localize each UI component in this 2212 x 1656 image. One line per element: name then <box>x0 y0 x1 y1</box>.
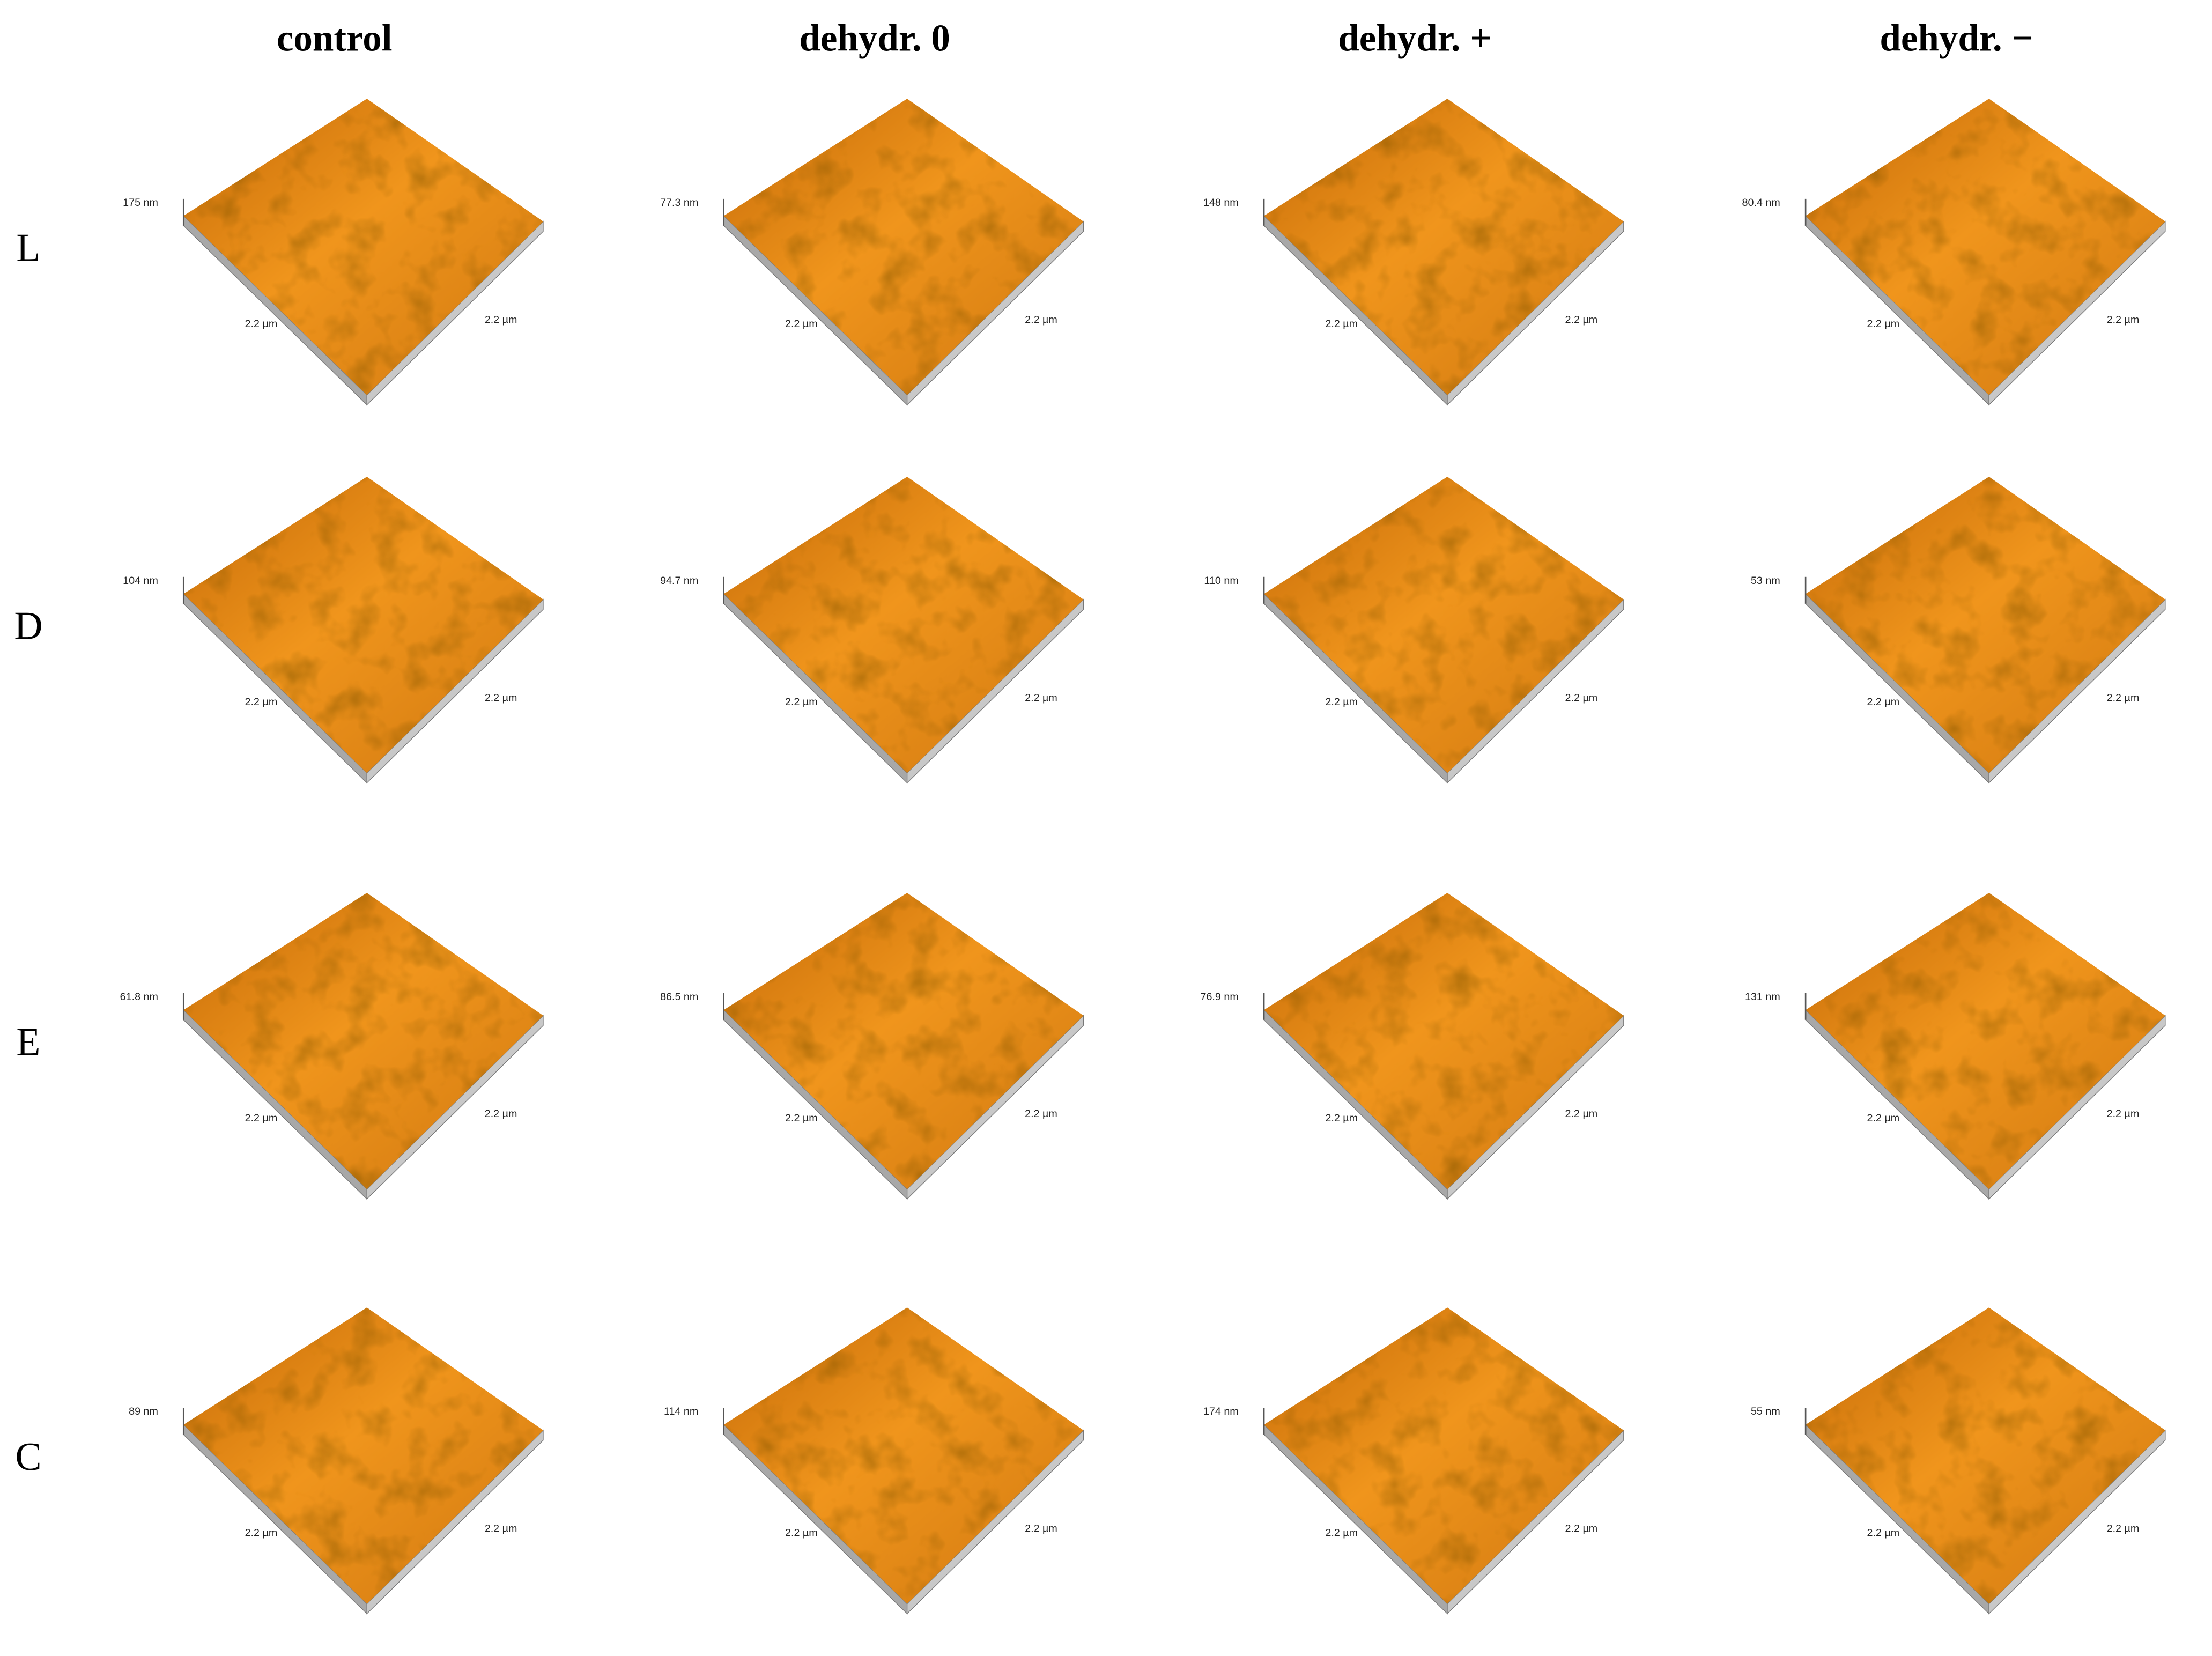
base-right <box>1988 220 2166 406</box>
x-axis-label: 2.2 µm <box>1325 1112 1358 1124</box>
row-label: D <box>14 604 42 648</box>
base-right <box>1447 1015 1624 1200</box>
height-label: 89 nm <box>129 1406 158 1417</box>
height-label: 53 nm <box>1751 575 1780 587</box>
height-label: 174 nm <box>1203 1406 1239 1417</box>
base-right <box>366 1015 544 1200</box>
x-axis-label: 2.2 µm <box>785 318 818 330</box>
y-axis-label: 2.2 µm <box>485 1108 517 1120</box>
y-axis-label: 2.2 µm <box>2107 1523 2140 1535</box>
afm-texture <box>723 477 1084 773</box>
x-axis-label: 2.2 µm <box>1867 1112 1899 1124</box>
afm-texture <box>723 99 1084 395</box>
row-label: L <box>16 226 40 270</box>
column-header: dehydr. 0 <box>799 18 950 60</box>
base-right <box>1988 1015 2166 1200</box>
x-axis-label: 2.2 µm <box>1325 318 1358 330</box>
x-axis-label: 2.2 µm <box>1867 1527 1899 1539</box>
y-axis-label: 2.2 µm <box>485 1523 517 1535</box>
y-axis-label: 2.2 µm <box>485 692 517 704</box>
base-right <box>1988 1429 2166 1615</box>
x-axis-label: 2.2 µm <box>785 1527 818 1539</box>
column-header: dehydr. + <box>1338 18 1491 60</box>
x-axis-label: 2.2 µm <box>245 1112 278 1124</box>
height-label: 175 nm <box>123 197 158 209</box>
column-header: dehydr. − <box>1880 18 2033 60</box>
base-right <box>1447 220 1624 406</box>
y-axis-label: 2.2 µm <box>485 314 517 326</box>
height-label: 61.8 nm <box>120 991 158 1003</box>
row-label: E <box>16 1019 40 1063</box>
x-axis-label: 2.2 µm <box>245 318 278 330</box>
height-label: 55 nm <box>1751 1406 1780 1417</box>
height-label: 104 nm <box>123 575 158 587</box>
x-axis-label: 2.2 µm <box>1325 696 1358 708</box>
y-axis-label: 2.2 µm <box>1025 314 1057 326</box>
x-axis-label: 2.2 µm <box>1867 318 1899 330</box>
height-label: 80.4 nm <box>1742 197 1780 209</box>
base-right <box>1988 598 2166 784</box>
afm-texture <box>1264 99 1624 395</box>
y-axis-label: 2.2 µm <box>2107 314 2140 326</box>
y-axis-label: 2.2 µm <box>1565 1523 1598 1535</box>
base-right <box>1447 598 1624 784</box>
afm-texture <box>183 892 544 1189</box>
afm-texture <box>1264 892 1624 1189</box>
height-label: 94.7 nm <box>660 575 698 587</box>
afm-texture <box>1806 1307 2165 1604</box>
x-axis-label: 2.2 µm <box>245 1527 278 1539</box>
afm-texture <box>1264 1307 1624 1604</box>
base-right <box>1447 1429 1624 1615</box>
height-label: 77.3 nm <box>660 197 698 209</box>
y-axis-label: 2.2 µm <box>2107 1108 2140 1120</box>
base-right <box>366 220 544 406</box>
afm-texture <box>723 892 1084 1189</box>
height-label: 114 nm <box>664 1406 698 1417</box>
x-axis-label: 2.2 µm <box>1325 1527 1358 1539</box>
afm-texture <box>1806 892 2165 1189</box>
afm-texture <box>1806 99 2165 395</box>
y-axis-label: 2.2 µm <box>1025 692 1057 704</box>
row-label: C <box>15 1435 41 1478</box>
afm-texture <box>183 477 544 773</box>
y-axis-label: 2.2 µm <box>1025 1108 1057 1120</box>
afm-texture <box>723 1307 1084 1604</box>
x-axis-label: 2.2 µm <box>1867 696 1899 708</box>
afm-texture <box>183 1307 544 1604</box>
height-label: 76.9 nm <box>1201 991 1239 1003</box>
y-axis-label: 2.2 µm <box>1025 1523 1057 1535</box>
height-label: 131 nm <box>1745 991 1780 1003</box>
base-right <box>366 1429 544 1615</box>
afm-texture <box>1806 477 2165 773</box>
height-label: 110 nm <box>1204 575 1238 587</box>
x-axis-label: 2.2 µm <box>785 696 818 708</box>
y-axis-label: 2.2 µm <box>2107 692 2140 704</box>
height-label: 148 nm <box>1203 197 1239 209</box>
y-axis-label: 2.2 µm <box>1565 692 1598 704</box>
x-axis-label: 2.2 µm <box>245 696 278 708</box>
y-axis-label: 2.2 µm <box>1565 1108 1598 1120</box>
height-label: 86.5 nm <box>660 991 698 1003</box>
afm-texture <box>1264 477 1624 773</box>
column-header: control <box>277 18 393 60</box>
x-axis-label: 2.2 µm <box>785 1112 818 1124</box>
afm-texture <box>183 99 544 395</box>
base-right <box>366 598 544 784</box>
y-axis-label: 2.2 µm <box>1565 314 1598 326</box>
